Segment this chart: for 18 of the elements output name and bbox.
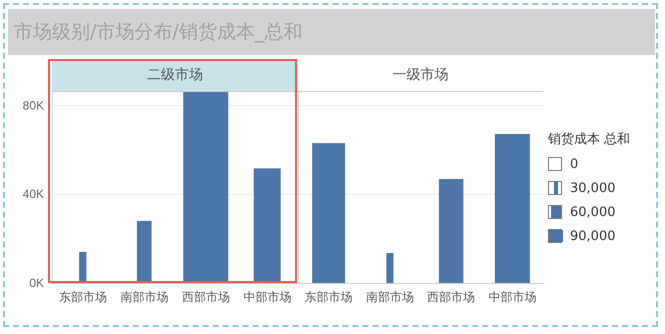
x-tick-label: 东部市场 [58,290,107,304]
y-tick-label: 40K [22,187,44,202]
x-tick-label: 东部市场 [304,290,353,304]
text: 90,000 [570,228,616,244]
x-tick-label: 中部市场 [488,290,536,304]
chart-subtitle: 二级市场 [52,59,298,92]
text: 60,000 [570,204,616,220]
x-tick-label: 南部市场 [120,290,168,304]
text: 30,000 [570,180,616,196]
x-tick-label: 西部市场 [427,290,476,304]
x-tick-label: 南部市场 [366,290,414,304]
legend-title: 销货成本 总和 [548,131,630,148]
y-tick-label: 80K [22,98,44,112]
chart-subtitle: 一级市场 [298,59,543,92]
text: 0 [570,156,578,172]
y-tick-label: 0K [29,276,44,290]
x-tick-label: 西部市场 [182,290,230,304]
x-tick-label: 中部市场 [243,290,292,304]
